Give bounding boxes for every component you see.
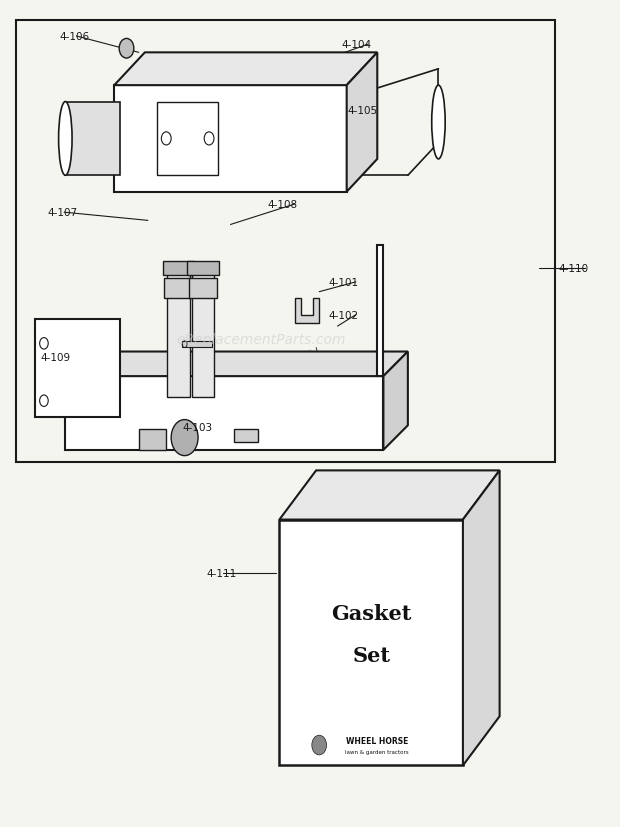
Polygon shape	[294, 299, 319, 323]
Bar	[162, 261, 195, 276]
Ellipse shape	[59, 103, 72, 176]
Bar	[65, 103, 120, 176]
Text: 4-110: 4-110	[558, 264, 588, 274]
Circle shape	[119, 40, 134, 59]
Text: 4-107: 4-107	[47, 208, 77, 218]
Text: 4-109: 4-109	[41, 353, 71, 363]
Bar	[157, 103, 218, 176]
Bar	[16, 21, 555, 462]
Bar	[167, 275, 190, 397]
Polygon shape	[378, 246, 383, 376]
Text: 4-104: 4-104	[341, 40, 371, 50]
Ellipse shape	[432, 86, 445, 160]
Bar	[192, 275, 214, 397]
Bar	[234, 430, 258, 442]
Bar	[139, 430, 166, 451]
Polygon shape	[65, 376, 383, 451]
Polygon shape	[114, 53, 378, 86]
Bar	[164, 279, 193, 299]
Text: 4-111: 4-111	[206, 568, 236, 578]
Polygon shape	[347, 53, 378, 193]
Text: 4-103: 4-103	[182, 423, 212, 433]
Bar	[189, 279, 217, 299]
Text: eReplacementParts.com: eReplacementParts.com	[176, 332, 346, 347]
Bar	[280, 520, 463, 766]
Polygon shape	[463, 471, 500, 766]
Bar	[182, 342, 212, 348]
Text: Gasket: Gasket	[331, 603, 411, 624]
Bar	[187, 261, 219, 276]
Text: 4-102: 4-102	[329, 310, 359, 320]
Text: lawn & garden tractors: lawn & garden tractors	[345, 749, 409, 754]
Text: 4-101: 4-101	[329, 278, 359, 288]
Text: WHEEL HORSE: WHEEL HORSE	[346, 737, 409, 745]
Polygon shape	[65, 352, 408, 376]
Circle shape	[312, 735, 327, 755]
Text: 4-108: 4-108	[268, 200, 298, 210]
Polygon shape	[114, 86, 347, 193]
Polygon shape	[383, 352, 408, 451]
Text: Set: Set	[352, 645, 390, 665]
Text: 4-106: 4-106	[60, 32, 89, 42]
Polygon shape	[280, 471, 500, 520]
Polygon shape	[35, 319, 120, 418]
Circle shape	[171, 420, 198, 456]
Text: 4-105: 4-105	[347, 106, 378, 116]
